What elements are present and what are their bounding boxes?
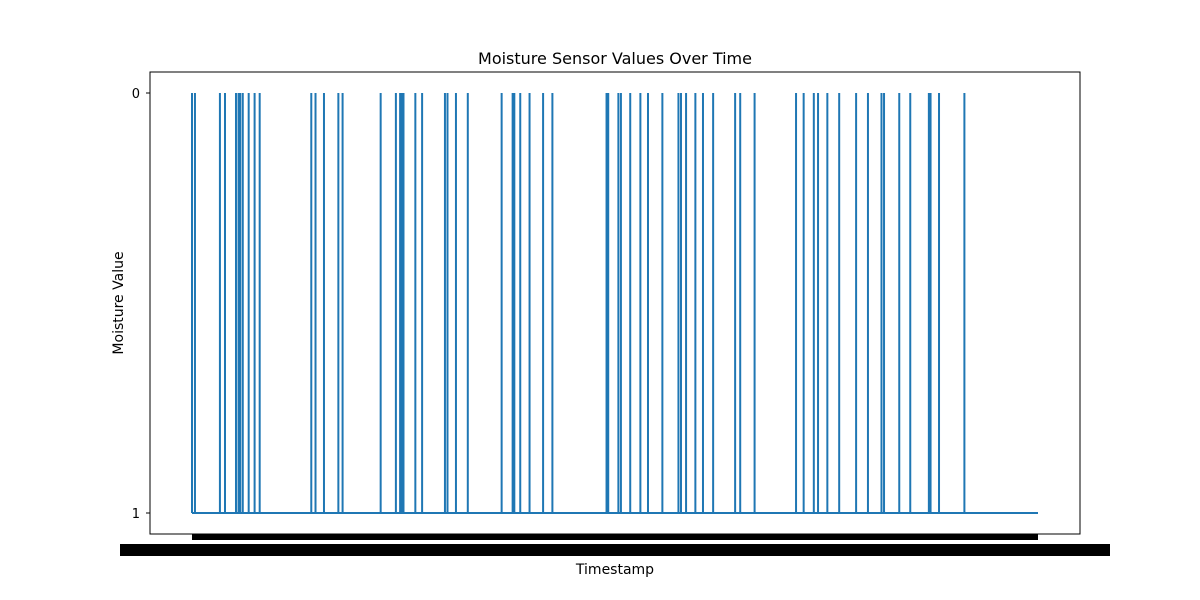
x-tick-labels-overlapping	[120, 544, 1110, 556]
plot-area-frame	[149, 71, 1081, 535]
x-tick-marks-dense	[192, 534, 1038, 540]
y-tick-label-0: 0	[132, 87, 140, 102]
chart-title: Moisture Sensor Values Over Time	[478, 49, 752, 68]
x-axis-label: Timestamp	[575, 562, 654, 578]
y-tick-label-1: 1	[132, 507, 140, 522]
y-axis: 01	[132, 87, 150, 522]
x-axis	[120, 534, 1110, 556]
y-axis-label: Moisture Value	[111, 251, 127, 354]
plot-marks	[191, 93, 1038, 514]
